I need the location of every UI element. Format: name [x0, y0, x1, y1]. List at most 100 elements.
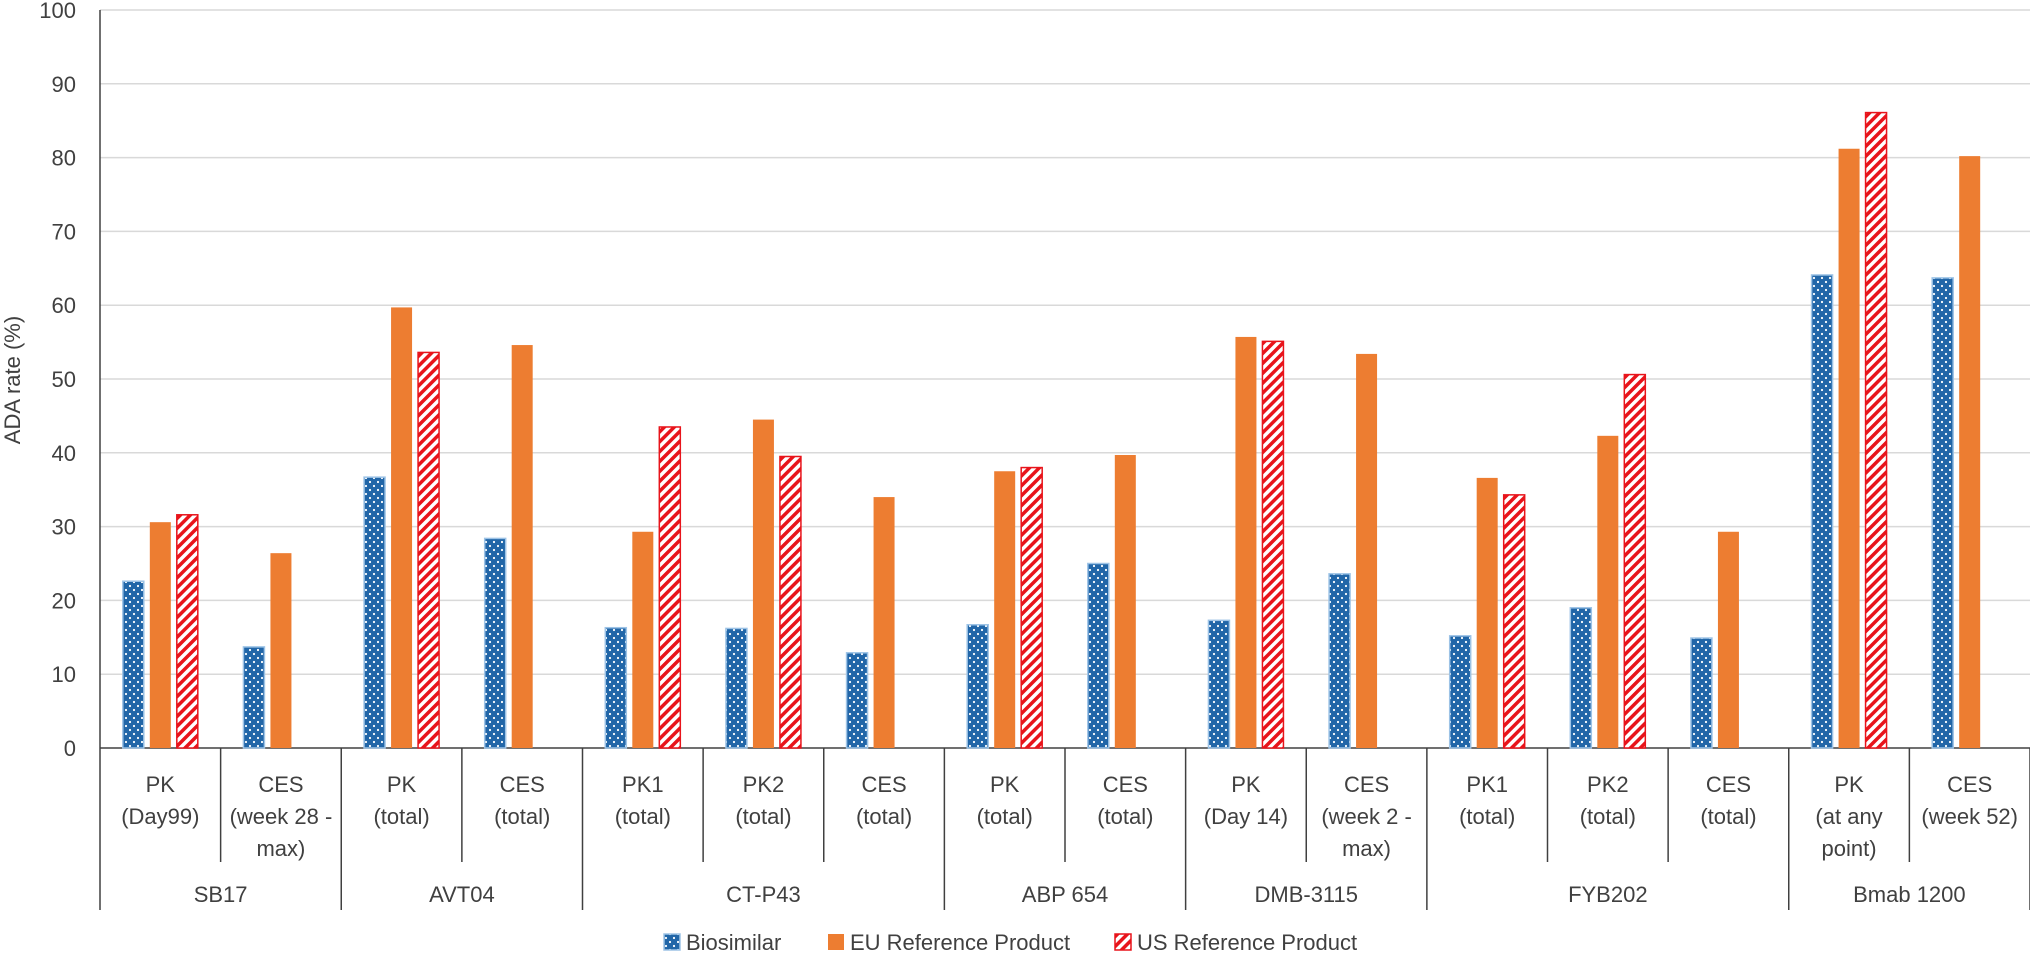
category-label: CES	[1947, 772, 1992, 797]
category-label: (Day99)	[121, 804, 199, 829]
bar-us-reference-product	[779, 455, 802, 749]
category-label: (week 52)	[1921, 804, 2018, 829]
bar-biosimilar	[122, 580, 145, 749]
bar-eu-reference-product	[391, 307, 413, 748]
category-label: PK	[990, 772, 1020, 797]
group-label: FYB202	[1568, 882, 1648, 907]
bar-us-reference-product	[1020, 466, 1043, 749]
category-label: PK2	[743, 772, 785, 797]
category-label: PK1	[1466, 772, 1508, 797]
bar-biosimilar	[1690, 637, 1713, 749]
bar-eu-reference-product	[511, 345, 533, 748]
bar-biosimilar	[725, 627, 748, 749]
bar-biosimilar	[363, 476, 386, 749]
bar-eu-reference-product	[1235, 336, 1257, 748]
legend-swatch	[1114, 933, 1132, 951]
y-tick-label: 90	[52, 72, 76, 97]
bar-eu-reference-product	[994, 471, 1016, 748]
category-label: (total)	[1700, 804, 1756, 829]
category-label: (total)	[856, 804, 912, 829]
group-label: SB17	[194, 882, 248, 907]
category-label: CES	[1344, 772, 1389, 797]
y-tick-label: 10	[52, 662, 76, 687]
category-label: PK	[1834, 772, 1864, 797]
category-label: (total)	[373, 804, 429, 829]
bar-eu-reference-product	[1717, 531, 1739, 748]
bar-eu-reference-product	[1114, 455, 1136, 748]
bar-eu-reference-product	[1597, 435, 1619, 748]
legend-swatch	[663, 933, 681, 951]
category-labels: PK (Day99) CES (week 28 - max) SB17 PK (total) C…	[121, 772, 2018, 907]
bar-us-reference-product	[417, 351, 440, 749]
y-axis-title: ADA rate (%)	[0, 316, 25, 444]
group-label: CT-P43	[726, 882, 801, 907]
bar-biosimilar	[1328, 573, 1351, 749]
category-label: max)	[256, 836, 305, 861]
bar-eu-reference-product	[270, 553, 292, 748]
bar-eu-reference-product	[632, 531, 654, 748]
bar-eu-reference-product	[1838, 148, 1860, 748]
category-label: PK	[1231, 772, 1261, 797]
bar-biosimilar	[1569, 607, 1593, 749]
bar-eu-reference-product	[752, 419, 774, 748]
bar-eu-reference-product	[1476, 477, 1498, 748]
category-label: (total)	[494, 804, 550, 829]
bar-biosimilar	[1810, 274, 1834, 749]
category-label: PK	[387, 772, 417, 797]
group-label: Bmab 1200	[1853, 882, 1966, 907]
legend-label: Biosimilar	[686, 930, 781, 955]
category-label: (total)	[615, 804, 671, 829]
bar-us-reference-product	[1502, 494, 1526, 749]
bar-biosimilar	[1931, 277, 1954, 749]
y-tick-label: 20	[52, 588, 76, 613]
category-label: PK2	[1587, 772, 1629, 797]
legend-swatch	[828, 934, 844, 950]
bar-us-reference-product	[658, 426, 682, 749]
y-tick-label: 0	[64, 736, 76, 761]
axes: 0 10 20 30 40 50 60 70 80 90 100	[39, 0, 2030, 910]
category-label: max)	[1342, 836, 1391, 861]
category-label: CES	[861, 772, 906, 797]
bar-eu-reference-product	[873, 497, 895, 748]
category-label: (total)	[1097, 804, 1153, 829]
bar-us-reference-product	[1623, 373, 1647, 749]
bar-biosimilar	[966, 624, 989, 749]
category-label: CES	[500, 772, 545, 797]
category-label: (week 2 -	[1321, 804, 1411, 829]
category-label: (total)	[735, 804, 791, 829]
legend: Biosimilar EU Reference Product US Referen…	[663, 930, 1357, 955]
y-tick-label: 30	[52, 515, 76, 540]
bar-biosimilar	[483, 537, 507, 749]
category-label: point)	[1822, 836, 1877, 861]
bar-biosimilar	[242, 646, 266, 749]
category-label: (total)	[1580, 804, 1636, 829]
bar-us-reference-product	[1261, 340, 1285, 749]
bar-biosimilar	[1448, 635, 1472, 749]
bar-biosimilar	[1087, 562, 1110, 749]
category-label: CES	[258, 772, 303, 797]
bar-us-reference-product	[176, 514, 199, 749]
bar-biosimilar	[1207, 619, 1231, 749]
gridlines	[100, 9, 2030, 675]
category-label: PK1	[622, 772, 664, 797]
bar-eu-reference-product	[1356, 353, 1378, 748]
bar-eu-reference-product	[1959, 156, 1981, 748]
bar-eu-reference-product	[149, 522, 171, 748]
legend-label: US Reference Product	[1137, 930, 1357, 955]
category-label: (Day 14)	[1204, 804, 1288, 829]
bar-us-reference-product	[1864, 111, 1888, 749]
y-tick-label: 40	[52, 441, 76, 466]
category-label: (total)	[977, 804, 1033, 829]
group-label: AVT04	[429, 882, 495, 907]
category-label: CES	[1103, 772, 1148, 797]
legend-label: EU Reference Product	[850, 930, 1070, 955]
bars	[122, 111, 1981, 749]
group-label: ABP 654	[1022, 882, 1108, 907]
category-label: CES	[1706, 772, 1751, 797]
y-tick-label: 50	[52, 367, 76, 392]
category-label: (week 28 -	[230, 804, 333, 829]
category-label: (at any	[1815, 804, 1882, 829]
y-tick-label: 60	[52, 293, 76, 318]
group-label: DMB-3115	[1254, 882, 1358, 907]
